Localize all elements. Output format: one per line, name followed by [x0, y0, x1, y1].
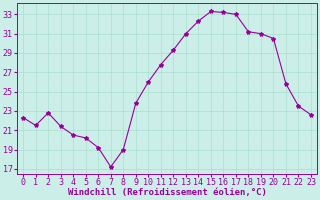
X-axis label: Windchill (Refroidissement éolien,°C): Windchill (Refroidissement éolien,°C) — [68, 188, 267, 197]
